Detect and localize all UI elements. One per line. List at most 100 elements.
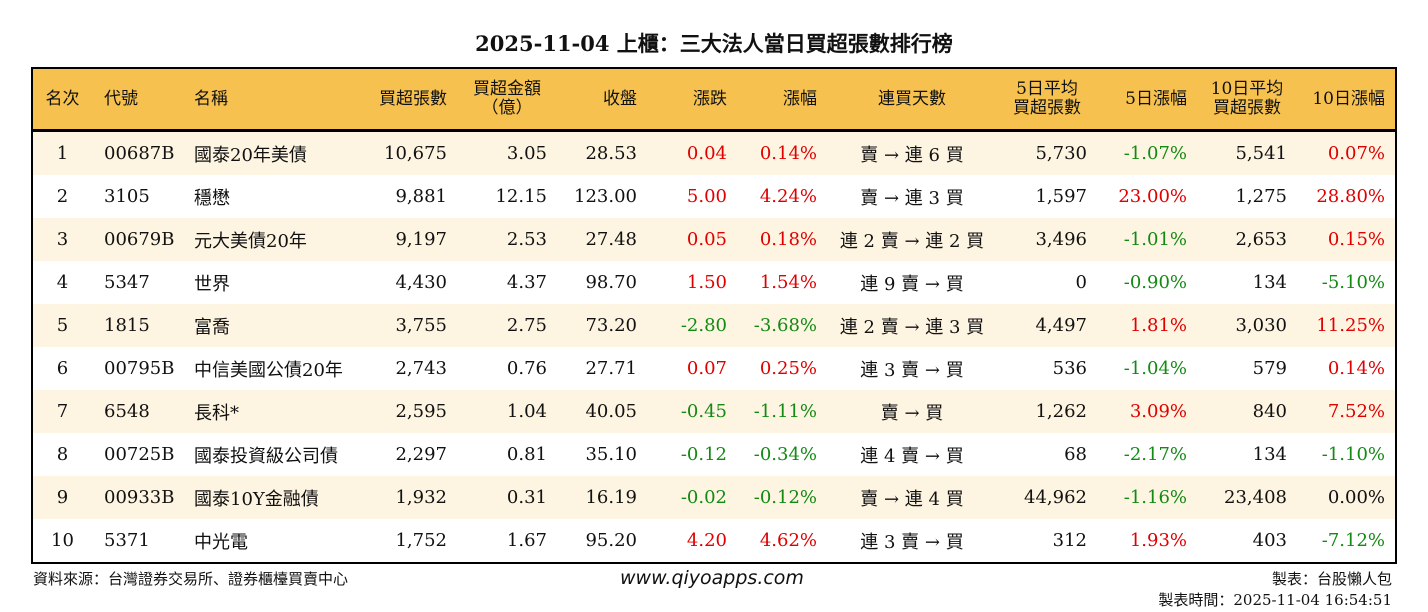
cell-pct10: 11.25% — [1316, 315, 1385, 336]
data-source: 資料來源：台灣證券交易所、證券櫃檯買賣中心 — [33, 570, 349, 588]
cell-avg5: 44,962 — [1024, 487, 1087, 508]
header-pct10: 10日漲幅 — [1312, 88, 1385, 109]
cell-net-buy: 10,675 — [384, 143, 447, 164]
cell-avg10: 840 — [1252, 401, 1287, 422]
cell-net-buy: 4,430 — [395, 272, 447, 293]
cell-amount: 12.15 — [495, 186, 547, 207]
cell-pct10: -7.12% — [1321, 530, 1385, 551]
maker-label: 製表：台股懶人包 — [1271, 570, 1392, 588]
cell-pct10: -1.10% — [1321, 444, 1385, 465]
cell-pct5: 1.81% — [1129, 315, 1187, 336]
cell-pct10: 0.00% — [1327, 487, 1385, 508]
table-row[interactable]: 5 1815 富喬 3,755 2.75 73.20 -2.80 -3.68% 連 2 賣 → … — [33, 304, 1395, 347]
cell-rank: 5 — [56, 315, 69, 336]
cell-pct5: 3.09% — [1129, 401, 1187, 422]
cell-avg10: 134 — [1252, 272, 1287, 293]
cell-close: 35.10 — [585, 444, 637, 465]
cell-rank: 9 — [56, 487, 69, 508]
cell-close: 28.53 — [585, 143, 637, 164]
header-amount: 買超金額 （億） — [473, 79, 541, 118]
cell-close: 27.71 — [585, 358, 637, 379]
cell-change-pct: 4.62% — [759, 530, 817, 551]
cell-avg5: 1,262 — [1035, 401, 1087, 422]
cell-close: 73.20 — [585, 315, 637, 336]
cell-pct5: 23.00% — [1118, 186, 1187, 207]
cell-streak: 連 3 賣 → 買 — [860, 531, 964, 553]
cell-pct5: -1.04% — [1123, 358, 1187, 379]
cell-net-buy: 1,932 — [395, 487, 447, 508]
cell-change: 4.20 — [686, 530, 727, 551]
cell-rank: 8 — [56, 444, 69, 465]
cell-name: 富喬 — [194, 316, 230, 338]
cell-change: 5.00 — [686, 186, 727, 207]
cell-avg5: 4,497 — [1035, 315, 1087, 336]
cell-streak: 賣 → 連 3 買 — [860, 187, 964, 209]
cell-streak: 連 2 賣 → 連 3 買 — [839, 316, 985, 338]
cell-avg10: 1,275 — [1235, 186, 1287, 207]
cell-streak: 賣 → 連 4 買 — [860, 488, 964, 510]
cell-pct5: -1.16% — [1123, 487, 1187, 508]
website-link[interactable]: www.qiyoapps.com — [620, 567, 804, 589]
cell-amount: 2.53 — [506, 229, 547, 250]
cell-avg10: 3,030 — [1235, 315, 1287, 336]
cell-name: 世界 — [194, 273, 230, 295]
header-streak: 連買天數 — [878, 88, 946, 109]
page-title: 2025-11-04 上櫃：三大法人當日買超張數排行榜 — [475, 31, 953, 56]
cell-rank: 2 — [56, 186, 69, 207]
cell-change-pct: 4.24% — [759, 186, 817, 207]
header-avg5: 5日平均 買超張數 — [1013, 79, 1081, 118]
cell-pct5: 1.93% — [1129, 530, 1187, 551]
cell-avg5: 312 — [1052, 530, 1087, 551]
cell-rank: 1 — [56, 143, 69, 164]
cell-code: 3105 — [104, 186, 150, 207]
cell-net-buy: 9,881 — [395, 186, 447, 207]
cell-rank: 3 — [56, 229, 69, 250]
table-row[interactable]: 8 00725B 國泰投資級公司債 2,297 0.81 35.10 -0.12 -0.34%… — [33, 433, 1395, 476]
table-row[interactable]: 6 00795B 中信美國公債20年 2,743 0.76 27.71 0.07 0.25% 連… — [33, 347, 1395, 390]
cell-code: 00795B — [104, 358, 175, 379]
made-time: 製表時間：2025-11-04 16:54:51 — [1158, 591, 1392, 609]
cell-change-pct: -1.11% — [753, 401, 817, 422]
cell-change: -0.45 — [680, 401, 727, 422]
cell-pct10: 0.15% — [1327, 229, 1385, 250]
cell-close: 27.48 — [585, 229, 637, 250]
cell-code: 00687B — [104, 143, 175, 164]
cell-amount: 0.81 — [506, 444, 547, 465]
cell-change: 0.04 — [686, 143, 727, 164]
cell-streak: 賣 → 買 — [880, 402, 944, 424]
cell-name: 國泰10Y金融債 — [194, 488, 319, 510]
cell-avg10: 134 — [1252, 444, 1287, 465]
cell-avg10: 23,408 — [1224, 487, 1287, 508]
cell-avg5: 68 — [1064, 444, 1087, 465]
table-row[interactable]: 4 5347 世界 4,430 4.37 98.70 1.50 1.54% 連 9 賣 → 買 0… — [33, 261, 1395, 304]
cell-change-pct: 0.18% — [759, 229, 817, 250]
cell-name: 中光電 — [194, 531, 248, 553]
cell-change-pct: -0.34% — [753, 444, 817, 465]
cell-change-pct: -0.12% — [753, 487, 817, 508]
cell-pct5: -2.17% — [1123, 444, 1187, 465]
cell-pct10: 0.14% — [1327, 358, 1385, 379]
header-avg10: 10日平均 買超張數 — [1210, 79, 1284, 118]
cell-code: 6548 — [104, 401, 150, 422]
cell-amount: 4.37 — [506, 272, 547, 293]
table-row[interactable]: 7 6548 長科* 2,595 1.04 40.05 -0.45 -1.11% 賣 → 買 1,… — [33, 390, 1395, 433]
cell-change-pct: 0.25% — [759, 358, 817, 379]
table-row[interactable]: 3 00679B 元大美債20年 9,197 2.53 27.48 0.05 0.18% 連 2… — [33, 218, 1395, 261]
cell-streak: 連 3 賣 → 買 — [860, 359, 964, 381]
cell-avg5: 5,730 — [1035, 143, 1087, 164]
cell-change-pct: -3.68% — [753, 315, 817, 336]
header-rank: 名次 — [45, 88, 80, 109]
cell-streak: 連 2 賣 → 連 2 買 — [839, 230, 985, 252]
cell-rank: 6 — [56, 358, 69, 379]
table-row[interactable]: 9 00933B 國泰10Y金融債 1,932 0.31 16.19 -0.02 -0.12%… — [33, 476, 1395, 519]
cell-name: 元大美債20年 — [194, 230, 307, 252]
cell-name: 國泰投資級公司債 — [194, 445, 338, 467]
table-row[interactable]: 2 3105 穩懋 9,881 12.15 123.00 5.00 4.24% 賣 → 連 3 … — [33, 175, 1395, 218]
cell-code: 00679B — [104, 229, 175, 250]
table-body: 1 00687B 國泰20年美債 10,675 3.05 28.53 0.04 0.14% 賣 … — [33, 132, 1395, 562]
cell-rank: 7 — [56, 401, 69, 422]
cell-name: 中信美國公債20年 — [194, 359, 343, 381]
table-row[interactable]: 1 00687B 國泰20年美債 10,675 3.05 28.53 0.04 0.14% 賣 … — [33, 132, 1395, 175]
cell-net-buy: 2,743 — [395, 358, 447, 379]
table-row[interactable]: 10 5371 中光電 1,752 1.67 95.20 4.20 4.62% 連 3 賣 → … — [33, 519, 1395, 562]
